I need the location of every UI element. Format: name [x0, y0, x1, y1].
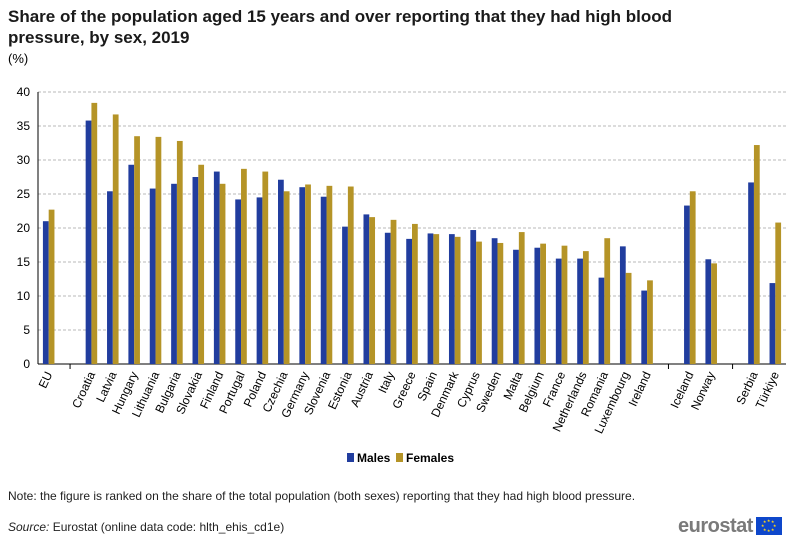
- bar-males: [555, 258, 562, 364]
- bar-males: [213, 171, 220, 364]
- bar-males: [598, 277, 605, 364]
- bar-males: [171, 183, 177, 364]
- bar-males: [107, 191, 113, 364]
- bar-females: [390, 219, 397, 364]
- bar-females: [262, 171, 269, 364]
- bar-males: [427, 233, 434, 364]
- bar-males: [192, 177, 199, 364]
- bar-males: [256, 197, 263, 364]
- logo-text: eurostat: [678, 514, 753, 537]
- bar-males: [448, 234, 455, 364]
- y-tick-label: 20: [17, 221, 31, 235]
- x-tick-label: Croatia: [69, 369, 98, 410]
- bar-males: [320, 196, 327, 364]
- bar-females: [48, 209, 55, 364]
- bar-females: [134, 136, 140, 364]
- legend-label-males: Males: [357, 451, 391, 465]
- bar-females: [775, 222, 782, 364]
- bar-females: [433, 234, 440, 364]
- bar-males: [619, 246, 626, 364]
- legend-label-females: Females: [406, 451, 454, 465]
- bar-females: [241, 168, 247, 364]
- bar-females: [155, 136, 162, 364]
- bar-males: [406, 238, 412, 364]
- bar-females: [689, 191, 696, 364]
- bar-females: [540, 243, 546, 364]
- bar-males: [42, 221, 49, 364]
- bar-males: [513, 249, 519, 364]
- bar-females: [283, 191, 290, 364]
- y-tick-label: 10: [17, 289, 31, 303]
- bar-males: [641, 290, 648, 364]
- bar-females: [176, 140, 183, 364]
- legend-swatch-males: [347, 453, 354, 462]
- bar-males: [769, 283, 776, 364]
- bar-females: [369, 217, 376, 364]
- bar-males: [748, 182, 754, 364]
- bar-males: [299, 187, 306, 364]
- unit-label: (%): [8, 51, 29, 66]
- chart-title: Share of the population aged 15 years an…: [8, 7, 673, 47]
- y-tick-label: 15: [17, 255, 31, 269]
- source-label: Source:: [8, 520, 50, 534]
- source-text: Eurostat (online data code: hlth_ehis_cd…: [52, 520, 285, 534]
- y-tick-label: 40: [17, 85, 31, 99]
- bar-females: [476, 241, 482, 364]
- bar-females: [347, 186, 354, 364]
- bar-females: [582, 251, 589, 364]
- bar-females: [305, 184, 311, 364]
- bar-males: [235, 199, 242, 364]
- bar-females: [647, 280, 653, 364]
- bar-females: [91, 102, 98, 364]
- eu-flag-icon: ★ ★ ★ ★ ★ ★ ★ ★: [755, 517, 782, 535]
- chart-source: Source: Eurostat (online data code: hlth…: [8, 520, 284, 534]
- y-tick-label: 35: [17, 119, 31, 133]
- bar-males: [342, 226, 348, 364]
- bar-females: [412, 223, 418, 364]
- y-tick-label: 5: [23, 323, 30, 337]
- bar-males: [705, 259, 712, 364]
- bar-males: [149, 188, 156, 364]
- bar-males: [278, 179, 284, 364]
- bar-females: [497, 242, 504, 364]
- bar-females: [753, 145, 760, 364]
- bar-females: [454, 236, 461, 364]
- y-tick-label: 25: [17, 187, 31, 201]
- bar-males: [684, 205, 690, 364]
- bar-males: [384, 232, 391, 364]
- bar-females: [326, 185, 333, 364]
- bar-females: [112, 114, 119, 364]
- bar-males: [470, 230, 477, 364]
- x-tick-label: Italy: [375, 369, 397, 395]
- bar-males: [577, 258, 583, 364]
- x-tick-label: EU: [36, 369, 56, 390]
- chart-note: Note: the figure is ranked on the share …: [8, 489, 636, 503]
- bar-males: [85, 120, 92, 364]
- bar-males: [534, 247, 541, 364]
- y-tick-label: 0: [23, 357, 30, 371]
- bar-females: [711, 263, 717, 364]
- bar-females: [518, 232, 525, 364]
- y-tick-label: 30: [17, 153, 31, 167]
- bar-females: [198, 164, 205, 364]
- bar-females: [219, 183, 226, 364]
- bar-females: [561, 245, 568, 364]
- eurostat-logo: eurostat ★ ★ ★ ★ ★ ★ ★ ★: [678, 514, 782, 537]
- legend-swatch-females: [396, 453, 403, 462]
- bar-males: [128, 164, 135, 364]
- bar-males: [491, 238, 498, 364]
- bar-females: [604, 238, 611, 364]
- bar-males: [363, 214, 370, 364]
- bar-females: [625, 272, 632, 364]
